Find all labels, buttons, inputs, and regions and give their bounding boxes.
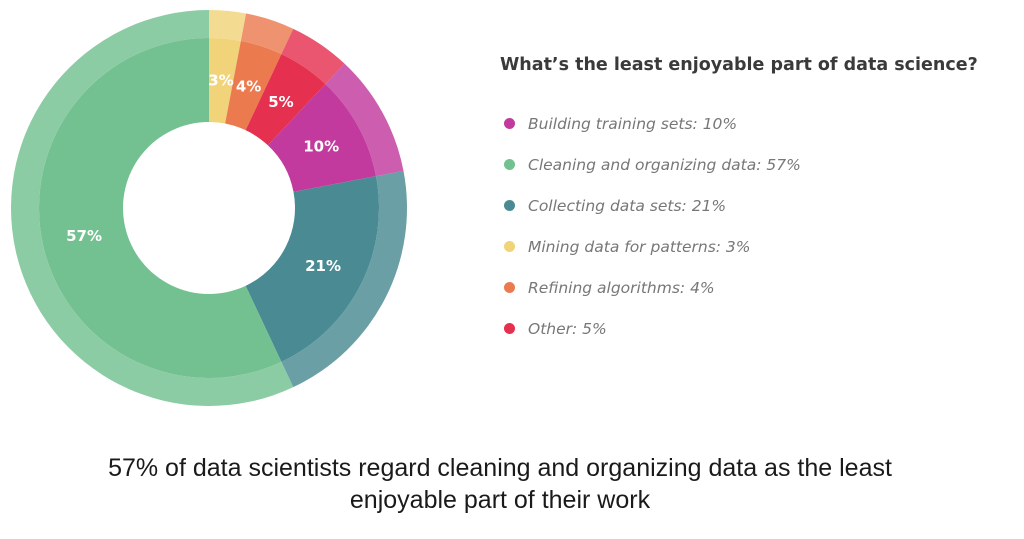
slice-label-collecting-data-sets: 21% [305,257,341,275]
legend-label: Cleaning and organizing data: 57% [528,155,801,174]
outer-slice-building-training-sets [325,63,404,177]
slice-other [245,54,326,146]
slice-label-other: 5% [268,93,293,111]
chart-caption: 57% of data scientists regard cleaning a… [0,452,1000,516]
caption-line-2: enjoyable part of their work [349,486,651,514]
legend-label: Collecting data sets: 21% [528,196,727,215]
legend-dot [504,200,515,211]
legend-item-other: Other: 5% [500,308,1010,349]
inner-ring [39,38,380,378]
legend-dot [504,118,515,129]
outer-ring [11,10,407,406]
caption-line-1: 57% of data scientists regard cleaning a… [108,454,892,482]
slice-label-mining-data-for-patterns: 3% [208,72,233,90]
legend-label: Other: 5% [528,319,607,338]
slice-collecting-data-sets [245,176,380,362]
legend-label: Mining data for patterns: 3% [528,237,751,256]
slice-label-cleaning-and-organizing-data: 57% [66,227,102,245]
slice-cleaning-and-organizing-data [39,38,282,378]
slice-refining-algorithms [225,41,282,131]
legend-item-building-training-sets: Building training sets: 10% [500,103,1010,144]
outer-slice-refining-algorithms [240,13,294,55]
legend-dot [504,241,515,252]
outer-slice-mining-data-for-patterns [209,10,247,42]
slice-mining-data-for-patterns [209,38,241,124]
legend-item-refining-algorithms: Refining algorithms: 4% [500,267,1010,308]
legend-label: Building training sets: 10% [528,114,738,133]
legend-item-collecting-data-sets: Collecting data sets: 21% [500,185,1010,226]
legend-label: Refining algorithms: 4% [528,278,715,297]
legend-list: Building training sets: 10% Cleaning and… [500,103,1010,349]
outer-slice-other [281,28,345,85]
slice-building-training-sets [267,84,376,192]
donut-chart: 3% 4% 5% 10% 21% 57% [11,10,407,406]
legend-item-mining-data: Mining data for patterns: 3% [500,226,1010,267]
slice-labels: 3% 4% 5% 10% 21% 57% [66,72,341,276]
legend-dot [504,282,515,293]
legend: What’s the least enjoyable part of data … [500,55,1010,349]
slice-label-building-training-sets: 10% [303,137,339,155]
legend-dot [504,159,515,170]
chart-title: What’s the least enjoyable part of data … [500,55,978,75]
legend-dot [504,323,515,334]
legend-item-cleaning-organizing-data: Cleaning and organizing data: 57% [500,144,1010,185]
outer-slice-collecting-data-sets [281,170,407,388]
slice-label-refining-algorithms: 4% [236,77,261,95]
